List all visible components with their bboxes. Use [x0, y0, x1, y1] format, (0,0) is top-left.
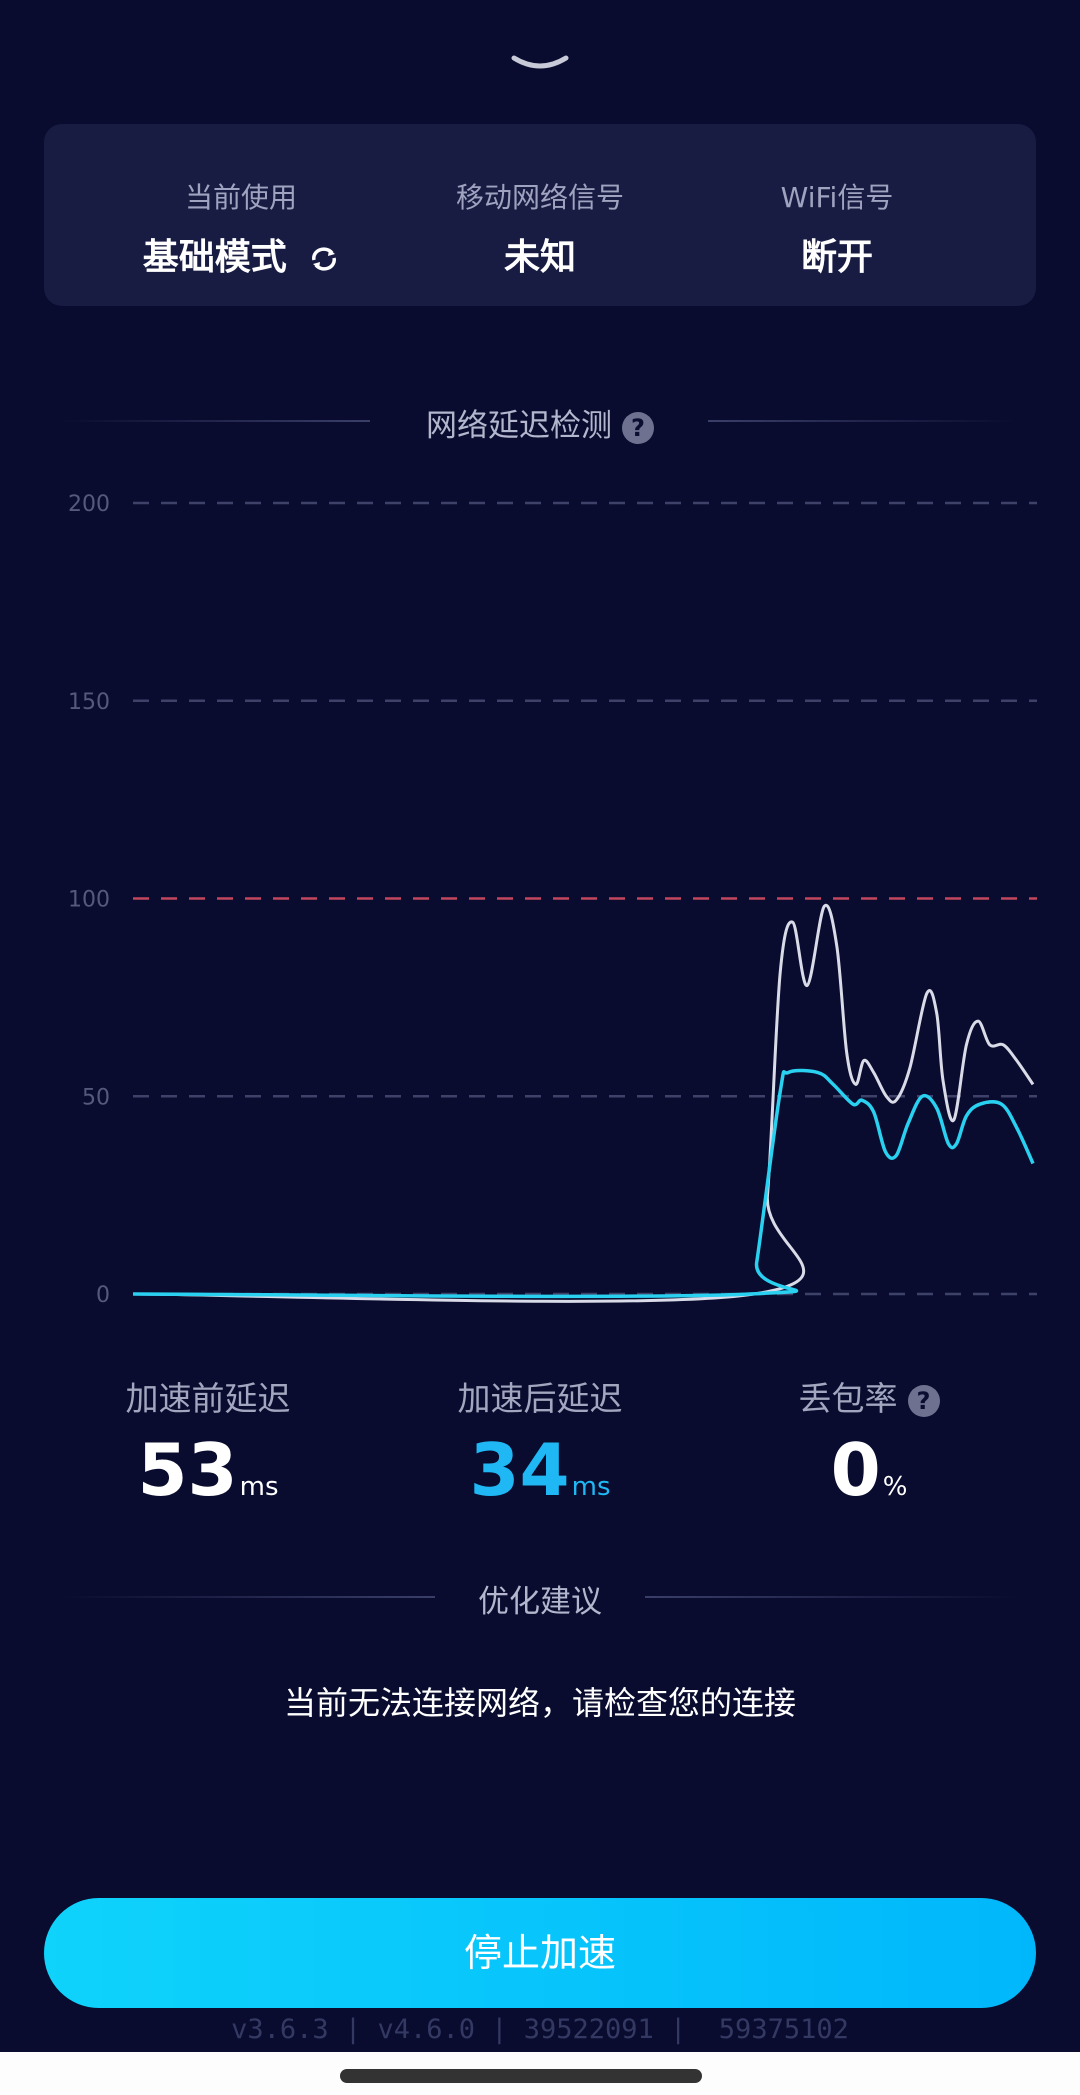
stat-before: 加速前延迟 53ms [38, 1372, 378, 1523]
y-tick-label: 100 [68, 888, 110, 913]
advice-title: 优化建议 [478, 1584, 602, 1620]
stat-packet-loss-value: 0% [699, 1434, 1039, 1523]
advice-message: 当前无法连接网络，请检查您的连接 [283, 1684, 796, 1722]
switch-cycle-icon[interactable] [309, 246, 339, 272]
stat-after-value: 34ms [370, 1434, 710, 1523]
current-mode-label: 当前使用 [184, 181, 297, 214]
stat-before-value: 53ms [38, 1434, 378, 1523]
stat-after: 加速后延迟 34ms [370, 1372, 710, 1523]
divider [60, 420, 370, 422]
before-latency-number: 53 [137, 1428, 238, 1512]
stat-packet-loss: 丢包率? 0% [699, 1372, 1039, 1523]
question-icon[interactable]: ? [622, 411, 654, 444]
after-latency-unit: ms [571, 1472, 611, 1502]
wifi-signal-label: WiFi信号 [780, 181, 894, 214]
stat-after-label: 加速后延迟 [457, 1379, 623, 1418]
latency-chart: 0 50 100 150 200 [68, 492, 1037, 1308]
stat-before-label: 加速前延迟 [125, 1379, 291, 1418]
y-tick-label: 150 [68, 690, 110, 715]
home-gesture-handle[interactable] [340, 2069, 702, 2083]
divider [708, 420, 1018, 422]
packet-loss-unit: % [882, 1472, 908, 1502]
series-line-before [132, 903, 1035, 1303]
status-card: 当前使用 基础模式 移动网络信号 未知 WiFi信号 断开 [44, 124, 1036, 306]
divider [645, 1596, 1020, 1598]
stop-acceleration-button[interactable]: 停止加速 [44, 1898, 1036, 2008]
packet-loss-label: 丢包率 [798, 1379, 898, 1418]
series-line-after [132, 1068, 1035, 1299]
latency-section-title: 网络延迟检测? [0, 400, 1080, 445]
wifi-signal-value: 断开 [800, 237, 873, 278]
version-info: v3.6.3 | v4.6.0 | 39522091 | 59375102 [231, 2014, 849, 2045]
after-latency-number: 34 [469, 1428, 570, 1512]
before-latency-unit: ms [239, 1472, 279, 1502]
collapse-chevron-icon[interactable] [510, 52, 570, 76]
current-mode-value: 基础模式 [142, 237, 287, 278]
question-icon[interactable]: ? [907, 1384, 940, 1417]
y-tick-label: 50 [82, 1085, 110, 1110]
latency-title-text: 网络延迟检测 [426, 408, 612, 444]
y-tick-label: 0 [96, 1283, 110, 1308]
divider [60, 1596, 435, 1598]
mobile-signal-label: 移动网络信号 [455, 181, 624, 214]
y-tick-label: 200 [68, 492, 110, 517]
packet-loss-number: 0 [830, 1428, 881, 1512]
mobile-signal-value: 未知 [503, 237, 576, 278]
